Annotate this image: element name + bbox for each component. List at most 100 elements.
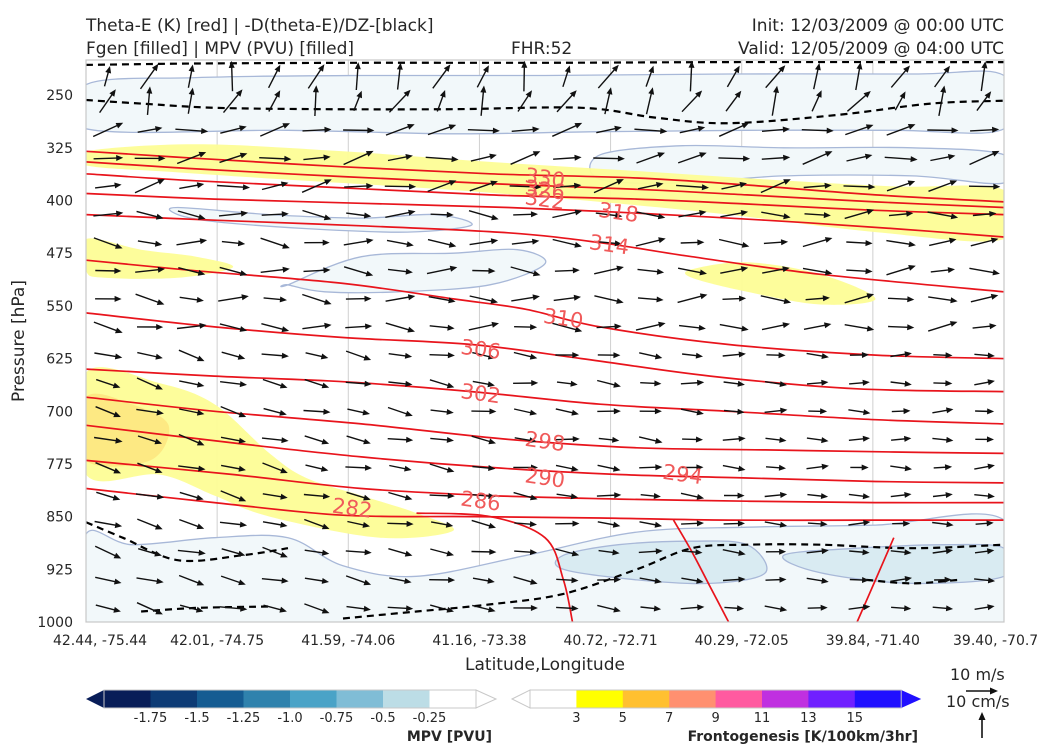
wind-vector-head — [157, 266, 165, 273]
wind-vector — [604, 90, 611, 115]
wind-vector-head — [866, 325, 875, 332]
wind-vector-head — [281, 577, 289, 584]
y-tick-label: 1000 — [37, 615, 73, 631]
fgen-colorbar-swatch — [715, 690, 763, 708]
y-tick-label: 250 — [46, 88, 73, 104]
wind-vector-head — [323, 408, 331, 415]
forecast-hour: FHR:52 — [511, 39, 572, 59]
wind-vector-head — [658, 321, 666, 328]
wind-vector-head — [947, 154, 956, 160]
wind-vector-head — [238, 495, 247, 502]
wind-vector — [765, 67, 784, 89]
wind-vector — [593, 157, 622, 160]
wind-vector-head — [487, 353, 496, 360]
wind-vector — [511, 296, 538, 302]
wind-vector-head — [112, 382, 121, 389]
wind-vector-head — [531, 380, 539, 386]
wind-vector — [219, 153, 245, 164]
wind-vector-head — [820, 520, 828, 527]
wind-vector-head — [281, 352, 289, 359]
wind-vector — [980, 64, 986, 92]
wind-vector-head — [824, 151, 833, 157]
wind-vector-head — [981, 61, 988, 69]
wind-vector-head — [407, 294, 416, 301]
wind-vector — [134, 179, 163, 194]
wind-vector — [220, 490, 244, 501]
wind-vector-head — [903, 408, 911, 415]
wind-vector — [760, 179, 789, 194]
contour-label-326: 326 — [523, 175, 566, 204]
wind-vector-head — [446, 211, 454, 218]
wind-vector-head — [274, 90, 281, 98]
wind-vector-head — [530, 605, 538, 611]
wind-vector-head — [408, 209, 416, 216]
wind-vector-head — [606, 87, 613, 95]
wind-vector — [385, 295, 413, 302]
wind-vector-head — [146, 86, 153, 94]
wind-vector — [135, 293, 162, 305]
wind-vector-head — [908, 265, 916, 271]
wind-vector-head — [615, 212, 623, 219]
quiver-key-vertical-arrowhead — [978, 712, 986, 720]
wind-vector-head — [445, 521, 454, 528]
wind-vector-head — [448, 297, 456, 304]
wind-vector-head — [701, 184, 709, 191]
wind-vector-head — [324, 299, 332, 305]
wind-vector — [844, 324, 872, 330]
wind-vector-head — [115, 437, 123, 444]
wind-vector-head — [114, 353, 123, 360]
wind-vector-head — [320, 353, 329, 360]
wind-vector-head — [404, 494, 413, 501]
wind-vector-head — [488, 465, 496, 471]
wind-vector-head — [903, 520, 911, 527]
wind-vector-head — [654, 408, 662, 415]
wind-vector-head — [324, 126, 332, 133]
wind-vector-head — [154, 467, 163, 474]
wind-vector-head — [448, 241, 457, 248]
wind-vector-head — [196, 523, 205, 530]
wind-vector — [396, 65, 401, 90]
wind-vector-head — [820, 604, 828, 611]
wind-vector-head — [779, 606, 788, 612]
wind-vector — [385, 124, 413, 136]
wind-vector-head — [404, 352, 413, 359]
wind-vector-head — [737, 492, 745, 499]
wind-vector-head — [697, 239, 705, 246]
wind-vector-head — [406, 436, 414, 443]
wind-vector-head — [738, 435, 746, 442]
wind-vector-head — [908, 241, 916, 248]
wind-vector — [928, 296, 955, 302]
wind-vector-head — [154, 438, 162, 445]
wind-vector-head — [363, 438, 371, 445]
wind-vector — [302, 324, 329, 330]
wind-vector-head — [529, 549, 538, 556]
wind-vector-head — [241, 294, 249, 301]
wind-vector-head — [405, 268, 413, 275]
fgen-colorbar-tick: 15 — [847, 711, 864, 726]
wind-vector-head — [862, 549, 870, 556]
wind-vector — [385, 211, 413, 218]
wind-vector-head — [280, 521, 288, 528]
wind-vector-head — [571, 409, 579, 416]
wind-vector-head — [197, 381, 205, 388]
wind-vector-head — [737, 520, 745, 527]
wind-vector-head — [572, 520, 580, 527]
wind-vector — [139, 65, 158, 90]
wind-vector-head — [861, 352, 869, 358]
wind-vector-head — [530, 211, 538, 218]
wind-vector-head — [907, 180, 916, 187]
wind-vector — [260, 268, 287, 273]
wind-vector — [135, 268, 163, 273]
contour-label-286: 286 — [459, 486, 502, 515]
wind-vector — [469, 181, 496, 192]
wind-vector-head — [406, 605, 414, 612]
wind-vector-head — [656, 182, 664, 188]
wind-vector-head — [572, 352, 580, 359]
contour-label-314: 314 — [588, 230, 631, 259]
fgen-colorbar-swatch — [530, 690, 577, 708]
wind-vector-head — [984, 91, 992, 99]
wind-vector — [970, 295, 996, 303]
wind-vector-head — [821, 577, 829, 584]
wind-vector-head — [949, 237, 957, 244]
